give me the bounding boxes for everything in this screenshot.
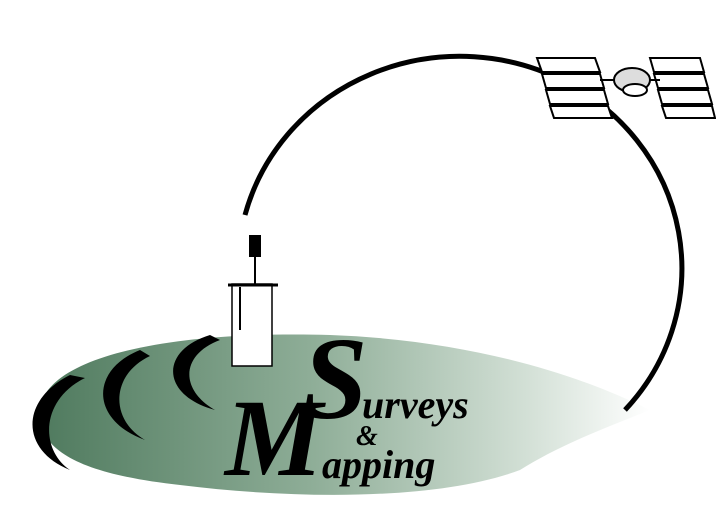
survey-pole	[228, 235, 278, 367]
word: urveys	[362, 382, 469, 427]
initial: M	[223, 377, 326, 499]
ampersand: &	[356, 421, 378, 452]
satellite	[535, 57, 716, 119]
initial: S	[302, 313, 368, 444]
crescents	[32, 335, 220, 470]
word: apping	[322, 442, 435, 487]
swoosh	[39, 334, 650, 495]
